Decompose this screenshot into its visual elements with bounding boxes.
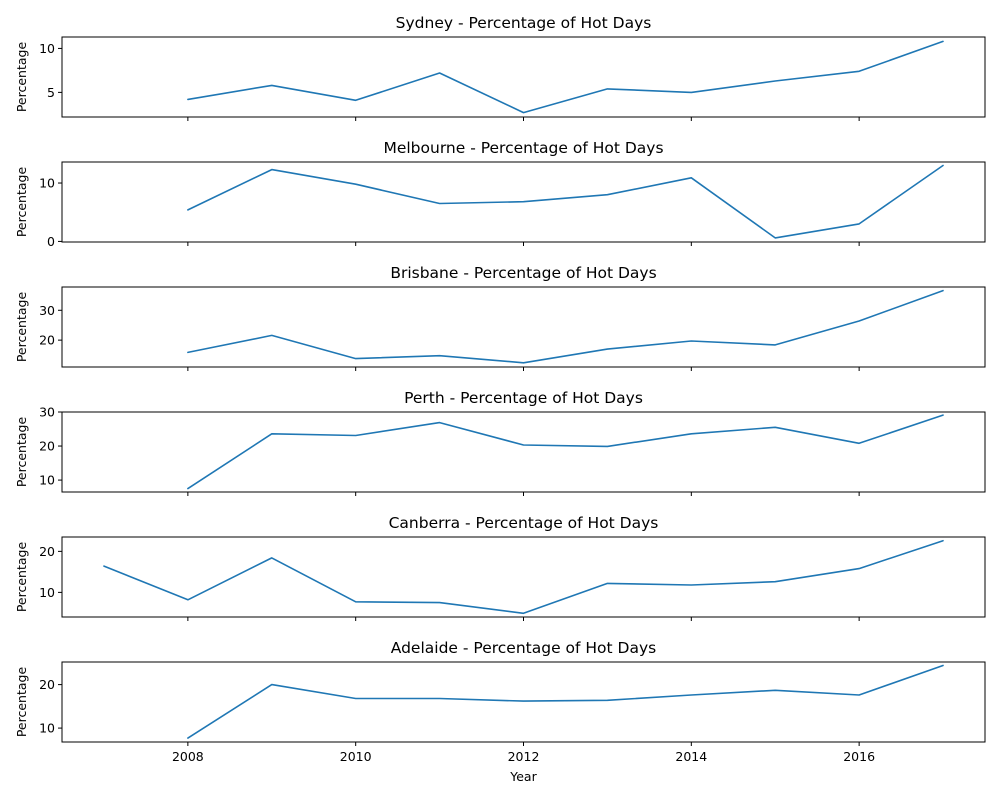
plot-frame <box>61 536 986 618</box>
y-tick-label: 10 <box>39 176 55 191</box>
x-tick-label: 2010 <box>340 749 372 764</box>
x-axis-label: Year <box>509 769 537 784</box>
y-tick-label: 20 <box>39 439 55 454</box>
x-tick-label: 2008 <box>172 749 204 764</box>
y-tick-label: 30 <box>39 303 55 318</box>
series-line <box>103 539 944 615</box>
y-tick-label: 20 <box>39 333 55 348</box>
y-axis-label: Percentage <box>14 417 29 488</box>
series-line <box>187 664 944 739</box>
plot-frame <box>61 411 986 493</box>
series-line <box>187 414 944 490</box>
y-tick-label: 30 <box>39 405 55 420</box>
y-axis-label: Percentage <box>14 167 29 238</box>
plot-frame <box>61 36 986 118</box>
panel-title: Adelaide - Percentage of Hot Days <box>391 639 656 657</box>
panel-title: Brisbane - Percentage of Hot Days <box>390 264 656 282</box>
y-tick-label: 10 <box>39 585 55 600</box>
y-tick-label: 5 <box>47 85 55 100</box>
y-axis-label: Percentage <box>14 292 29 363</box>
y-tick-label: 20 <box>39 544 55 559</box>
y-axis-label: Percentage <box>14 42 29 113</box>
y-tick-label: 0 <box>47 234 55 249</box>
x-tick-label: 2012 <box>508 749 540 764</box>
panel-title: Canberra - Percentage of Hot Days <box>389 514 659 532</box>
y-axis-label: Percentage <box>14 542 29 613</box>
series-line <box>187 289 944 364</box>
y-axis-label: Percentage <box>14 667 29 738</box>
y-tick-label: 20 <box>39 677 55 692</box>
panel-title: Perth - Percentage of Hot Days <box>404 389 643 407</box>
plot-frame <box>61 161 986 243</box>
x-tick-label: 2014 <box>675 749 707 764</box>
panel-title: Melbourne - Percentage of Hot Days <box>383 139 663 157</box>
series-line <box>187 40 944 114</box>
plot-frame <box>61 661 986 743</box>
x-tick-label: 2016 <box>843 749 875 764</box>
plot-frame <box>61 286 986 368</box>
panel-title: Sydney - Percentage of Hot Days <box>396 14 652 32</box>
y-tick-label: 10 <box>39 41 55 56</box>
series-line <box>187 164 944 239</box>
y-tick-label: 10 <box>39 473 55 488</box>
y-tick-label: 10 <box>39 721 55 736</box>
